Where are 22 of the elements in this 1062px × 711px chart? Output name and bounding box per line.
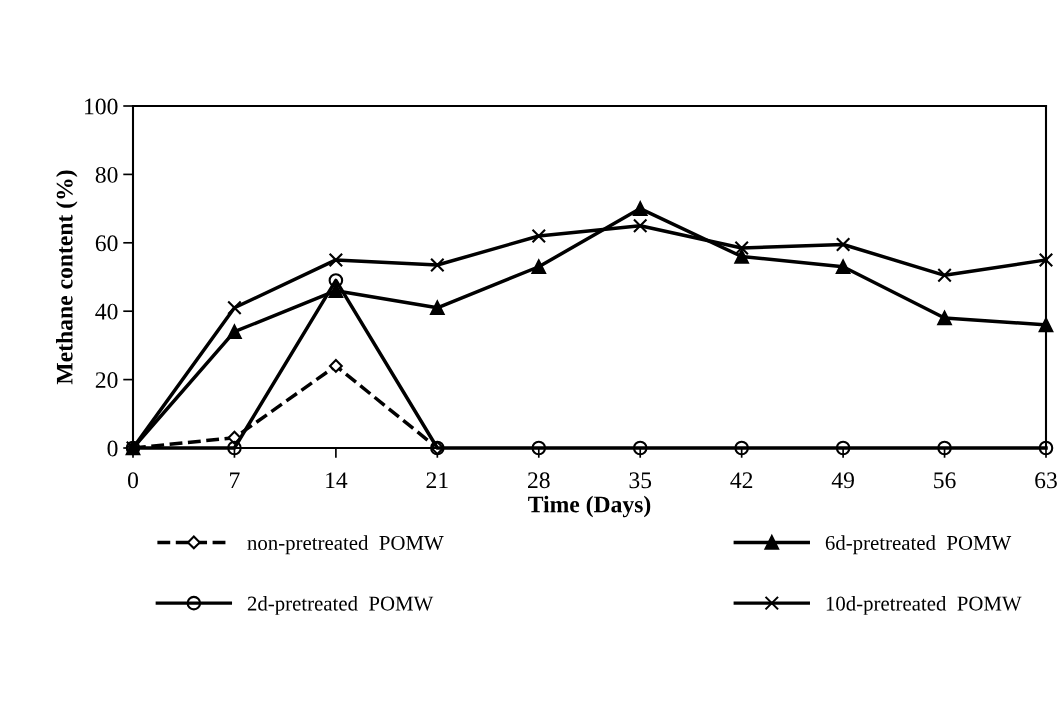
x-axis-title: Time (Days) (528, 495, 651, 518)
legend-label: 6d-pretreated POMW (825, 535, 1012, 555)
x-tick-label: 35 (629, 472, 652, 489)
legend-label: 2d-pretreated POMW (247, 595, 434, 615)
x-tick-label: 7 (230, 472, 240, 488)
y-tick-label: 60 (95, 235, 118, 252)
x-tick-label: 21 (426, 472, 448, 488)
x-tick-label: 49 (831, 472, 854, 489)
x-tick-label: 0 (128, 472, 138, 489)
legend-label: non-pretreated POMW (247, 535, 444, 555)
y-tick-label: 20 (95, 372, 118, 389)
y-tick-label: 0 (107, 440, 118, 457)
x-tick-label: 56 (934, 472, 956, 489)
x-tick-label: 42 (730, 472, 753, 488)
y-axis-title: Methane content (%) (56, 170, 78, 385)
y-tick-label: 40 (95, 303, 118, 320)
x-tick-label: 28 (528, 472, 550, 489)
legend-label: 10d-pretreated POMW (826, 595, 1022, 615)
y-tick-label: 80 (95, 166, 118, 183)
x-tick-label: 14 (326, 472, 348, 488)
x-tick-label: 63 (1035, 472, 1057, 489)
y-tick-label: 100 (85, 98, 118, 115)
